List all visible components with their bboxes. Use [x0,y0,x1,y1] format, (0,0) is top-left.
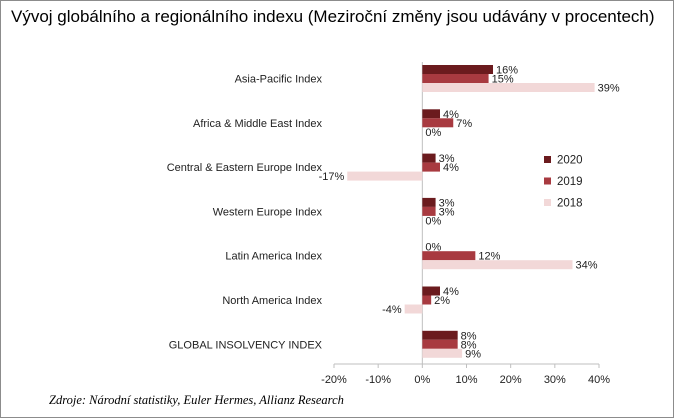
category-label: Asia-Pacific Index [235,74,323,86]
data-label: 4% [443,109,459,121]
legend-swatch-2019 [544,177,551,185]
bar-2020 [422,286,440,296]
bar-2019 [422,118,454,128]
bar-2020 [422,153,436,163]
legend-label: 2020 [557,155,583,167]
legend-label: 2018 [557,198,583,210]
data-label: 7% [456,118,472,130]
data-label: 3% [439,153,455,165]
bar-2019 [422,251,476,261]
bar-2020 [422,197,436,207]
legend-swatch-2020 [544,156,551,163]
bar-2018 [347,171,423,181]
legend-swatch-2018 [544,199,551,206]
category-label: Latin America Index [225,251,322,263]
bar-2020 [422,65,493,74]
bar-2020 [422,109,440,119]
x-tick-label: 30% [544,374,566,386]
data-label: 16% [496,65,518,77]
data-label: 12% [478,251,500,263]
category-label: Central & Eastern Europe Index [167,162,323,174]
x-tick-label: 0% [414,374,430,386]
data-label: 4% [443,162,459,174]
category-label: North America Index [222,295,322,307]
data-label: 34% [576,260,598,272]
source-note: Zdroje: Národní statistiky, Euler Hermes… [49,393,344,407]
chart-title: Vývoj globálního a regionálního indexu (… [11,7,655,26]
bar-2019 [422,206,436,216]
bar-2018 [422,83,595,92]
data-label: 0% [425,242,441,254]
bar-2018 [422,348,463,358]
x-tick-label: 20% [500,374,522,386]
category-label: Western Europe Index [213,206,323,218]
data-label: -17% [319,171,345,183]
data-label: 15% [492,74,514,86]
data-label: 8% [461,339,477,351]
data-label: 39% [598,83,620,95]
category-label: GLOBAL INSOLVENCY INDEX [169,339,323,351]
bar-2019 [422,339,458,349]
data-label: -4% [382,304,402,316]
data-label: 3% [439,197,455,209]
data-label: 0% [425,127,441,139]
bar-2019 [422,295,432,305]
x-tick-label: 40% [588,374,610,386]
data-label: 0% [425,215,441,227]
x-tick-label: -20% [321,374,347,386]
data-label: 8% [461,330,477,342]
data-label: 9% [465,348,481,360]
bar-2018 [422,260,573,270]
legend-label: 2019 [557,176,583,188]
x-tick-label: -10% [365,374,391,386]
category-label: Africa & Middle East Index [193,118,323,130]
data-label: 3% [439,206,455,218]
data-label: 4% [443,286,459,298]
x-tick-label: 10% [455,374,477,386]
bar-2019 [422,74,489,83]
bar-2019 [422,162,440,172]
bar-2018 [404,304,423,314]
data-label: 2% [434,295,450,307]
bar-2020 [422,330,458,340]
